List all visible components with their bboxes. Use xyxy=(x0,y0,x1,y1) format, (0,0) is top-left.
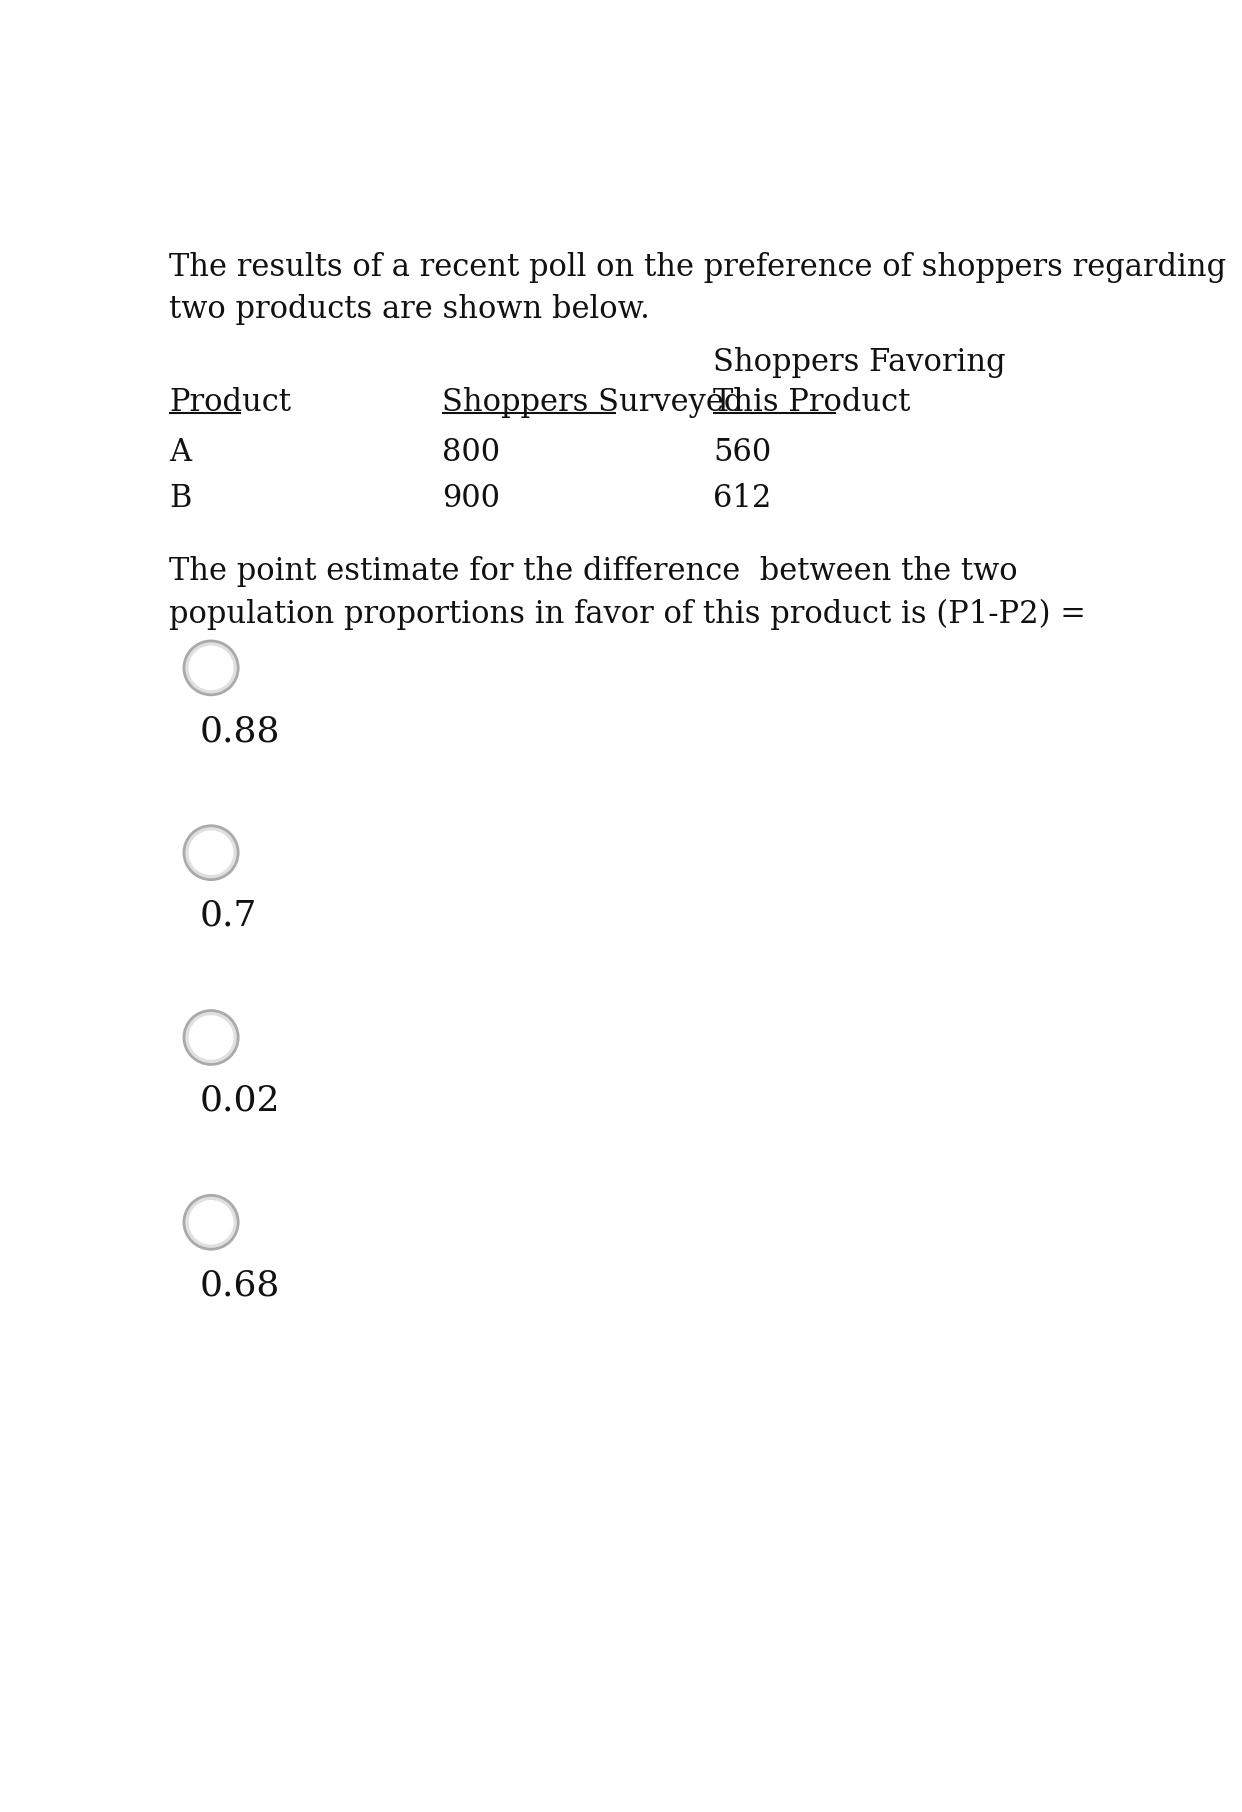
Circle shape xyxy=(184,826,238,879)
Text: 560: 560 xyxy=(713,437,771,467)
Text: A: A xyxy=(169,437,191,467)
Text: B: B xyxy=(169,484,191,515)
Circle shape xyxy=(189,1200,233,1245)
Text: 0.88: 0.88 xyxy=(200,714,279,748)
Circle shape xyxy=(184,641,238,694)
Circle shape xyxy=(189,1015,233,1060)
Text: 612: 612 xyxy=(713,484,771,515)
Text: The point estimate for the difference  between the two: The point estimate for the difference be… xyxy=(169,556,1018,587)
Text: 0.68: 0.68 xyxy=(200,1268,279,1303)
Circle shape xyxy=(184,1011,238,1064)
Text: 0.02: 0.02 xyxy=(200,1084,279,1118)
Text: The results of a recent poll on the preference of shoppers regarding: The results of a recent poll on the pref… xyxy=(169,252,1226,283)
Circle shape xyxy=(189,830,233,875)
Circle shape xyxy=(184,1196,238,1248)
Text: 900: 900 xyxy=(442,484,501,515)
Text: two products are shown below.: two products are shown below. xyxy=(169,294,650,326)
Text: This Product: This Product xyxy=(713,386,910,419)
Circle shape xyxy=(189,645,233,690)
Text: Shoppers Surveyed: Shoppers Surveyed xyxy=(442,386,744,419)
Text: Shoppers Favoring: Shoppers Favoring xyxy=(713,346,1006,377)
Text: 0.7: 0.7 xyxy=(200,899,257,933)
Text: population proportions in favor of this product is (P1-P2) =: population proportions in favor of this … xyxy=(169,598,1086,631)
Text: Product: Product xyxy=(169,386,291,419)
Text: 800: 800 xyxy=(442,437,501,467)
